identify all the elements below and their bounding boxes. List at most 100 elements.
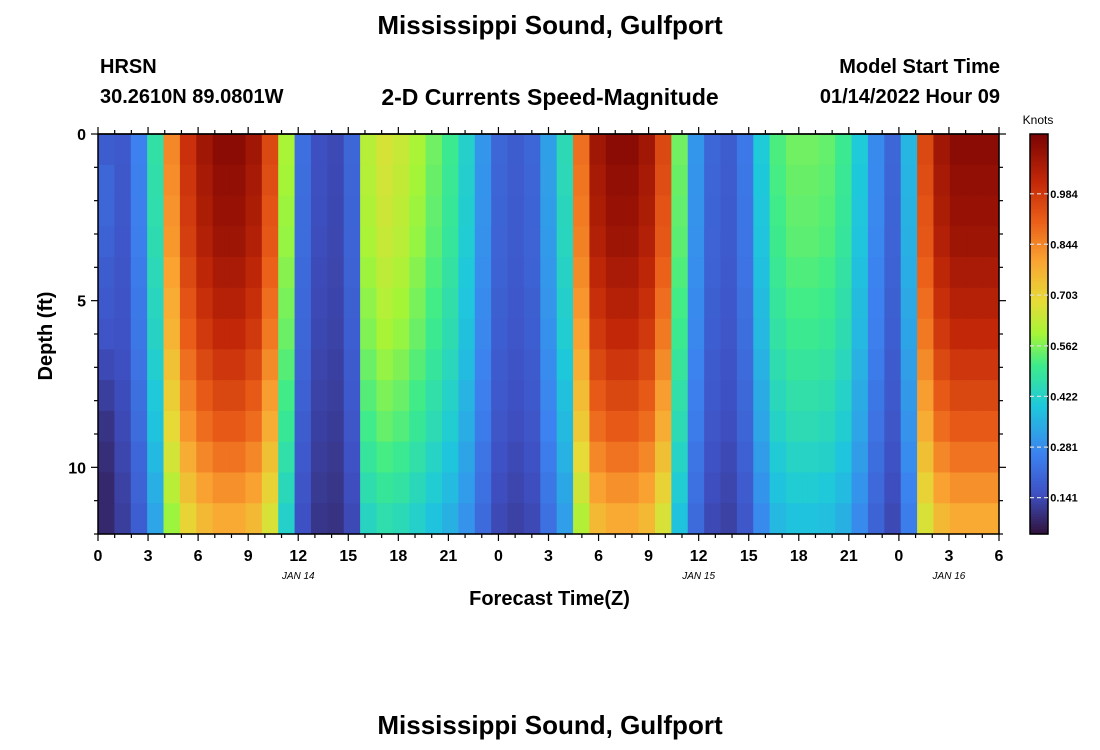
heatmap-cell xyxy=(605,287,623,320)
heatmap-cell xyxy=(310,441,328,474)
heatmap-cell xyxy=(245,226,263,258)
heatmap-cell xyxy=(376,226,394,258)
colorbar-segment xyxy=(1030,389,1048,393)
colorbar-segment xyxy=(1030,134,1048,138)
heatmap-cell xyxy=(507,318,525,350)
heatmap-cell xyxy=(98,410,115,443)
colorbar-segment xyxy=(1030,139,1048,143)
heatmap-cell xyxy=(458,349,476,381)
colorbar-segment xyxy=(1030,326,1048,330)
heatmap-cell xyxy=(163,349,181,381)
colorbar-segment xyxy=(1030,289,1048,293)
colorbar-segment xyxy=(1030,269,1048,273)
heatmap-cell xyxy=(376,349,394,381)
colorbar-segment xyxy=(1030,141,1048,145)
heatmap-cell xyxy=(294,195,312,227)
heatmap-cell xyxy=(523,318,541,350)
heatmap-cell xyxy=(523,195,541,227)
heatmap-cell xyxy=(900,257,918,289)
heatmap-cell xyxy=(196,257,214,289)
colorbar-segment xyxy=(1030,161,1048,165)
heatmap-cell xyxy=(720,318,738,350)
colorbar-segment xyxy=(1030,236,1048,240)
heatmap-cell xyxy=(638,287,656,320)
heatmap-cell xyxy=(687,195,705,227)
x-tick-label: 6 xyxy=(995,548,1004,565)
heatmap-cell xyxy=(884,195,902,227)
heatmap-cell xyxy=(114,257,132,289)
colorbar-segment xyxy=(1030,251,1048,255)
colorbar-segment xyxy=(1030,309,1048,313)
heatmap-cell xyxy=(753,380,771,412)
colorbar-segment xyxy=(1030,181,1048,185)
heatmap-cell xyxy=(753,287,771,320)
heatmap-cell xyxy=(933,349,951,381)
heatmap-cell xyxy=(900,472,918,504)
colorbar-segment xyxy=(1030,374,1048,378)
heatmap-cell xyxy=(179,441,197,474)
colorbar-segment xyxy=(1030,469,1048,473)
heatmap-cell xyxy=(736,164,754,197)
colorbar-segment xyxy=(1030,261,1048,265)
heatmap-cell xyxy=(212,195,230,227)
heatmap-cell xyxy=(704,380,722,412)
heatmap-cell xyxy=(360,410,378,443)
heatmap-cell xyxy=(671,503,689,535)
heatmap-cell xyxy=(409,472,427,504)
heatmap-cell xyxy=(409,134,427,166)
colorbar-segment xyxy=(1030,491,1048,495)
heatmap-cell xyxy=(704,226,722,258)
heatmap-cell xyxy=(229,134,247,166)
colorbar-segment xyxy=(1030,239,1048,243)
heatmap-cell xyxy=(622,164,640,197)
heatmap-cell xyxy=(327,349,345,381)
heatmap-cell xyxy=(392,164,410,197)
heatmap-cell xyxy=(474,318,492,350)
x-tick-label: 21 xyxy=(840,548,858,565)
colorbar-segment xyxy=(1030,506,1048,510)
heatmap-cell xyxy=(229,503,247,535)
heatmap-cell xyxy=(622,318,640,350)
colorbar-segment xyxy=(1030,194,1048,198)
heatmap-cell xyxy=(147,287,165,320)
heatmap-cell xyxy=(540,195,558,227)
heatmap-cell xyxy=(179,134,197,166)
heatmap-cell xyxy=(163,503,181,535)
heatmap-cell xyxy=(343,195,361,227)
heatmap-cell xyxy=(671,226,689,258)
heatmap-cell xyxy=(196,349,214,381)
heatmap-cell xyxy=(573,318,591,350)
colorbar-segment xyxy=(1030,394,1048,398)
colorbar-segment xyxy=(1030,359,1048,363)
heatmap-cell xyxy=(310,134,328,166)
heatmap-cell xyxy=(376,503,394,535)
heatmap-cell xyxy=(622,287,640,320)
heatmap-cell xyxy=(736,287,754,320)
heatmap-cell xyxy=(278,287,296,320)
heatmap-cell xyxy=(212,164,230,197)
colorbar-segment xyxy=(1030,366,1048,370)
x-tick-label: 9 xyxy=(244,548,253,565)
colorbar-segment xyxy=(1030,486,1048,490)
colorbar-segment xyxy=(1030,426,1048,430)
heatmap-cell xyxy=(884,441,902,474)
heatmap-cell xyxy=(933,164,951,197)
colorbar-segment xyxy=(1030,524,1048,528)
heatmap-cell xyxy=(622,441,640,474)
heatmap-cell xyxy=(294,503,312,535)
colorbar-segment xyxy=(1030,499,1048,503)
heatmap-cell xyxy=(245,164,263,197)
heatmap-cell xyxy=(605,472,623,504)
heatmap-cell xyxy=(474,472,492,504)
heatmap-cell xyxy=(867,164,885,197)
heatmap-cell xyxy=(360,380,378,412)
colorbar-segment xyxy=(1030,441,1048,445)
heatmap-cell xyxy=(442,503,459,535)
heatmap-cell xyxy=(949,380,967,412)
heatmap-cell xyxy=(917,195,935,227)
heatmap-cell xyxy=(917,503,935,535)
heatmap-cell xyxy=(835,472,853,504)
x-tick-label: 9 xyxy=(644,548,653,565)
heatmap-cell xyxy=(507,349,525,381)
heatmap-cell xyxy=(229,441,247,474)
